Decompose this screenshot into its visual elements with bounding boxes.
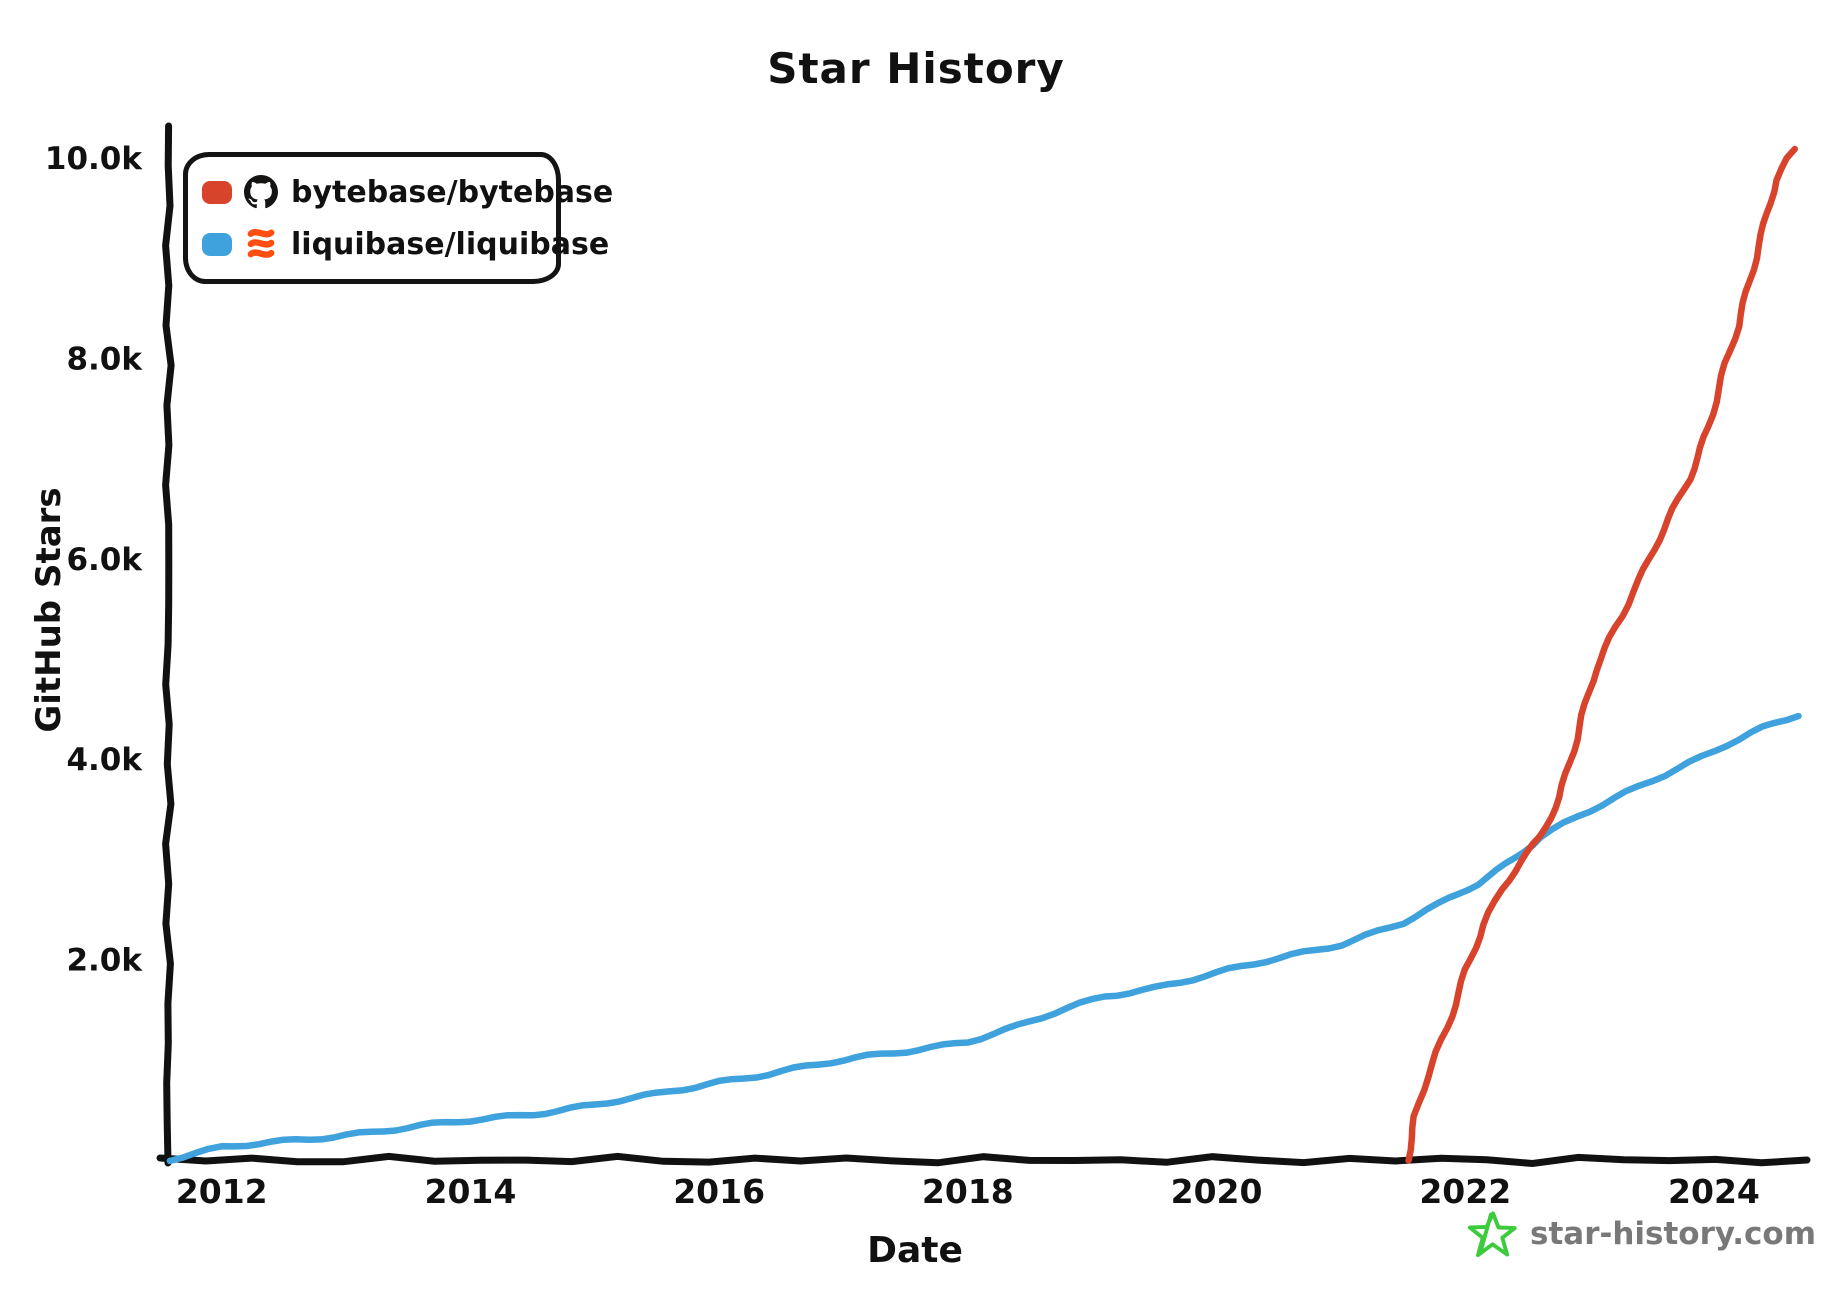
liquibase-icon xyxy=(247,229,275,258)
x-tick-label: 2020 xyxy=(1171,1172,1263,1211)
legend-label-bytebase: bytebase/bytebase xyxy=(291,174,614,210)
y-tick-label: 4.0k xyxy=(66,742,143,778)
x-tick-label: 2012 xyxy=(176,1172,268,1211)
watermark-text: star-history.com xyxy=(1530,1216,1817,1252)
chart-title: Star History xyxy=(767,44,1065,93)
x-tick-label: 2024 xyxy=(1668,1172,1760,1211)
liquibase-series-swatch xyxy=(202,232,232,256)
legend-item-liquibase: liquibase/liquibase xyxy=(202,221,609,267)
x-tick-label: 2018 xyxy=(922,1172,1014,1211)
y-tick-label: 2.0k xyxy=(66,943,143,979)
y-tick-label: 8.0k xyxy=(66,341,143,377)
y-axis-title: GitHub Stars xyxy=(29,487,69,733)
legend-item-bytebase: bytebase/bytebase xyxy=(202,169,613,215)
watermark: star-history.com xyxy=(1466,1208,1816,1260)
legend: bytebase/bytebase liquibase/liquibase xyxy=(183,152,613,284)
star-icon xyxy=(1467,1211,1517,1258)
y-axis xyxy=(162,122,175,1167)
bytebase-series-line xyxy=(1405,145,1799,1164)
y-tick-labels: 2.0k 4.0k 6.0k 8.0k 10.0k xyxy=(45,141,143,979)
liquibase-series-line xyxy=(166,712,1802,1165)
x-tick-label: 2016 xyxy=(673,1172,765,1211)
x-tick-labels: 2012 2014 2016 2018 2020 2022 2024 xyxy=(176,1172,1760,1211)
x-tick-label: 2014 xyxy=(424,1172,516,1211)
y-tick-label: 6.0k xyxy=(66,542,143,578)
x-tick-label: 2022 xyxy=(1419,1172,1511,1211)
x-axis xyxy=(156,1152,1811,1168)
bytebase-series-swatch xyxy=(202,180,232,204)
legend-label-liquibase: liquibase/liquibase xyxy=(291,226,610,262)
y-tick-label: 10.0k xyxy=(45,141,143,177)
github-icon xyxy=(244,175,278,209)
x-axis-title: Date xyxy=(867,1230,963,1271)
axes xyxy=(156,122,1811,1168)
